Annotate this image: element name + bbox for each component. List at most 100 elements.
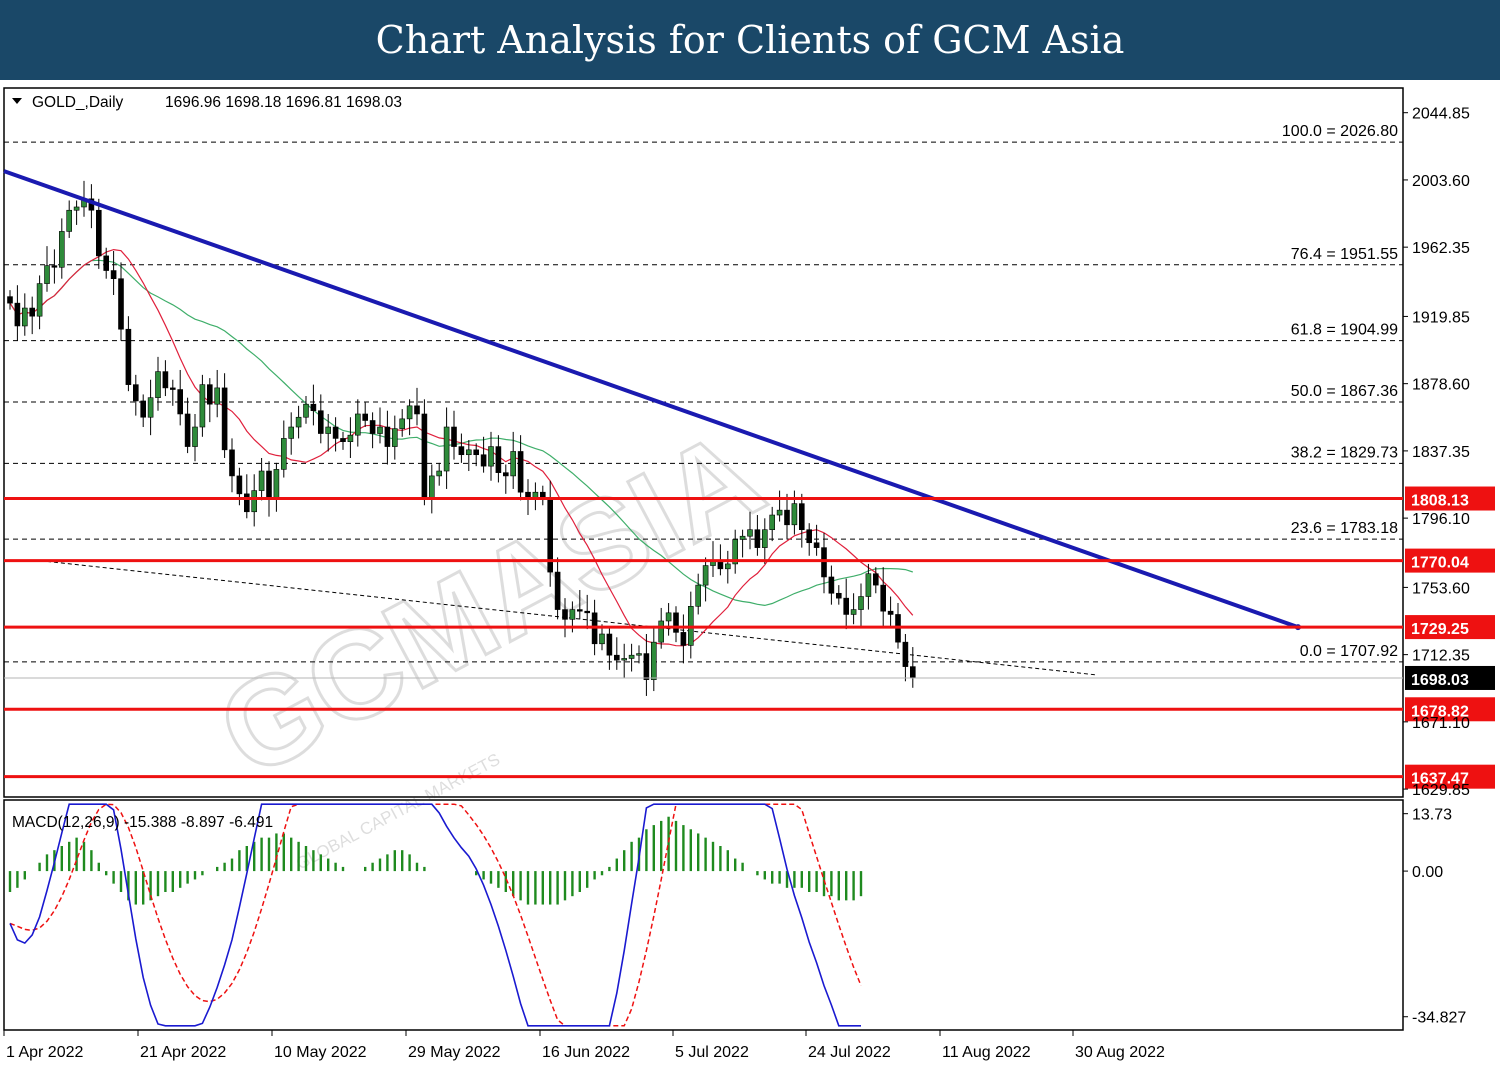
- candle-body: [21, 307, 28, 327]
- price-tick-label: 1878.60: [1412, 377, 1470, 394]
- candle-body: [155, 371, 161, 398]
- candle-body: [162, 371, 169, 389]
- candle-body: [673, 612, 679, 633]
- price-tick-label: 1671.10: [1412, 715, 1470, 732]
- candle-body: [443, 426, 450, 472]
- candle-body: [347, 434, 354, 442]
- candle-body: [554, 571, 561, 610]
- candle-body: [872, 573, 879, 586]
- candle-body: [29, 307, 36, 317]
- level-tag: [1405, 548, 1495, 573]
- support-dashed-line: [39, 560, 1096, 676]
- candle-body: [184, 413, 191, 447]
- candle-body: [436, 470, 443, 477]
- candle-body: [384, 426, 391, 447]
- level-tag-label: 1770.04: [1411, 555, 1469, 572]
- candle-body: [813, 542, 820, 548]
- candle-body: [147, 397, 154, 418]
- candle-body: [288, 426, 295, 439]
- candle-body: [702, 565, 709, 586]
- fib-level-label: 0.0 = 1707.92: [1300, 643, 1398, 660]
- dropdown-arrow-icon[interactable]: [12, 98, 22, 104]
- candle-body: [332, 426, 339, 439]
- level-tag-label: 1678.82: [1411, 703, 1469, 720]
- candle-body: [280, 438, 287, 470]
- candle-body: [192, 426, 198, 447]
- macd-label: MACD(12,26,9) -15.388 -8.897 -6.491: [12, 814, 273, 831]
- candle-body: [177, 389, 183, 415]
- candle-body: [606, 633, 613, 656]
- date-tick-label: 1 Apr 2022: [6, 1044, 84, 1061]
- candle-body: [599, 633, 605, 645]
- price-tick-label: 1796.10: [1412, 511, 1470, 528]
- candle-body: [140, 400, 146, 418]
- candle-body: [103, 255, 109, 271]
- candle-body: [133, 384, 139, 402]
- candle-body: [199, 384, 206, 428]
- candle-body: [7, 296, 13, 304]
- price-panel-frame: [3, 87, 1404, 798]
- candle-body: [229, 449, 235, 477]
- candle-body: [310, 403, 317, 412]
- candle-body: [317, 410, 324, 434]
- fib-level-label: 61.8 = 1904.99: [1291, 322, 1398, 339]
- macd-line: [9, 803, 861, 1027]
- candle-body: [44, 265, 50, 284]
- fib-level-label: 100.0 = 2026.80: [1282, 123, 1398, 140]
- ohlc-readout: 1696.96 1698.18 1696.81 1698.03: [165, 94, 402, 111]
- candle-body: [643, 653, 650, 680]
- candle-body: [51, 265, 58, 268]
- candle-body: [858, 596, 864, 610]
- candle-body: [244, 493, 250, 513]
- candle-body: [207, 384, 213, 405]
- candle-body: [658, 620, 665, 643]
- candle-body: [517, 451, 524, 493]
- candle-body: [73, 206, 80, 211]
- candle-body: [680, 632, 687, 646]
- candle-body: [473, 449, 480, 456]
- price-tick-label: 1712.35: [1412, 648, 1470, 665]
- candle-body: [880, 584, 887, 612]
- date-tick-label: 10 May 2022: [274, 1044, 367, 1061]
- candle-body: [221, 387, 228, 451]
- candle-body: [636, 653, 642, 656]
- date-tick-label: 11 Aug 2022: [942, 1044, 1031, 1061]
- candle-body: [369, 420, 376, 434]
- current-price-label: 1698.03: [1411, 672, 1469, 689]
- fib-level-label: 76.4 = 1951.55: [1291, 246, 1398, 263]
- candle-body: [510, 451, 517, 477]
- candle-body: [96, 209, 102, 257]
- candle-body: [110, 270, 117, 279]
- candle-body: [665, 612, 672, 622]
- candle-body: [58, 231, 65, 268]
- candle-body: [828, 576, 835, 594]
- candle-body: [650, 641, 657, 680]
- candle-body: [887, 610, 894, 615]
- price-tick-label: 1629.85: [1412, 782, 1470, 799]
- date-tick-label: 5 Jul 2022: [675, 1044, 749, 1061]
- candle-body: [850, 609, 857, 615]
- candle-body: [739, 535, 746, 540]
- candle-body: [502, 472, 509, 477]
- candle-body: [414, 405, 420, 415]
- price-tick-label: 2003.60: [1412, 173, 1470, 190]
- price-tick-label: 2044.85: [1412, 106, 1470, 123]
- candle-body: [258, 470, 265, 491]
- candle-body: [391, 428, 398, 447]
- level-tag-label: 1729.25: [1411, 621, 1469, 638]
- candle-body: [465, 449, 472, 456]
- candle-body: [747, 529, 753, 537]
- date-tick-label: 30 Aug 2022: [1075, 1044, 1165, 1061]
- candle-body: [480, 454, 487, 467]
- chart-banner-title: Chart Analysis for Clients of GCM Asia: [0, 0, 1500, 80]
- candle-body: [791, 503, 798, 526]
- level-tag-label: 1808.13: [1411, 493, 1469, 510]
- current-price-tag: [1405, 665, 1495, 690]
- candle-body: [451, 426, 457, 447]
- candle-body: [170, 387, 176, 390]
- instrument-label: GOLD_,Daily: [32, 94, 124, 111]
- candle-body: [865, 573, 872, 597]
- candle-body: [769, 514, 776, 530]
- candle-body: [118, 278, 124, 330]
- price-chart: GCMASIA GLOBAL CAPITAL MARKETS 100.0 = 2…: [3, 87, 1495, 1061]
